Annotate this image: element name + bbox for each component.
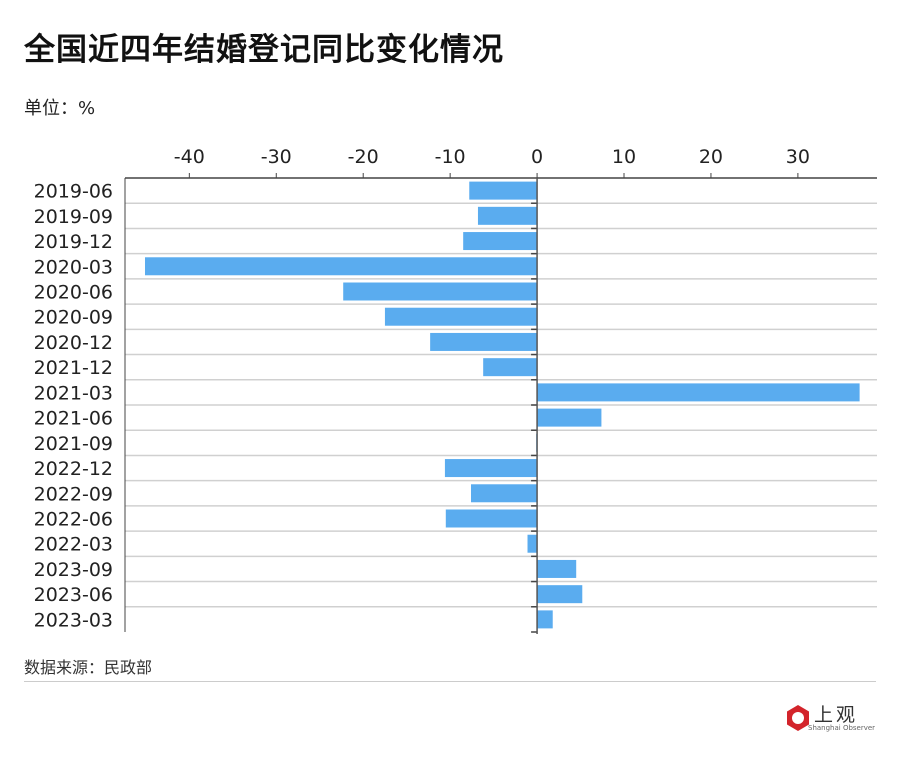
hexagon-logo-icon <box>787 705 809 731</box>
x-tick-label: 0 <box>531 146 543 168</box>
bar-2021-06 <box>537 408 602 427</box>
unit-label: 单位：% <box>24 98 96 119</box>
x-tick-label: 30 <box>786 146 810 168</box>
source-note: 数据来源：民政部 <box>24 658 153 677</box>
bar-2022-03 <box>527 534 538 553</box>
bar-2019-12 <box>463 232 538 251</box>
x-tick-label: 10 <box>612 146 636 168</box>
bar-2020-06 <box>343 282 538 301</box>
category-label: 2019-06 <box>34 181 113 203</box>
bar-2019-06 <box>469 181 538 200</box>
bar-2020-09 <box>384 307 538 326</box>
category-label: 2019-09 <box>34 206 113 228</box>
divider <box>24 681 876 682</box>
category-label: 2023-09 <box>34 559 113 581</box>
category-label: 2022-09 <box>34 483 113 505</box>
logo-subtext: Shanghai Observer <box>808 724 876 732</box>
bar-2020-03 <box>144 257 538 276</box>
bar-2023-09 <box>537 559 577 578</box>
category-label: 2019-12 <box>34 231 113 253</box>
x-tick-label: -40 <box>174 146 205 168</box>
shanghai-observer-logo: 上观 Shanghai Observer <box>784 700 884 740</box>
category-label: 2022-03 <box>34 534 113 556</box>
bar-2021-12 <box>483 358 538 377</box>
bar-2019-09 <box>477 206 538 225</box>
category-label: 2021-03 <box>34 382 113 404</box>
bar-2022-09 <box>471 484 538 503</box>
chart-title: 全国近四年结婚登记同比变化情况 <box>24 32 504 68</box>
bar-2021-03 <box>537 383 860 402</box>
category-label: 2020-06 <box>34 282 113 304</box>
category-label: 2022-06 <box>34 509 113 531</box>
bar-2023-06 <box>537 585 583 604</box>
category-label: 2020-12 <box>34 332 113 354</box>
logo-text: 上观 <box>814 704 859 726</box>
bar-2023-03 <box>537 610 553 629</box>
category-label: 2020-03 <box>34 256 113 278</box>
category-label: 2022-12 <box>34 458 113 480</box>
bar-2022-12 <box>444 459 538 478</box>
bar-2020-12 <box>430 332 538 351</box>
category-label: 2023-06 <box>34 584 113 606</box>
category-label: 2021-12 <box>34 357 113 379</box>
category-label: 2021-09 <box>34 433 113 455</box>
x-tick-label: -10 <box>435 146 466 168</box>
x-tick-label: -30 <box>261 146 292 168</box>
category-label: 2021-06 <box>34 408 113 430</box>
bar-2022-06 <box>445 509 538 528</box>
category-label: 2020-09 <box>34 307 113 329</box>
category-label: 2023-03 <box>34 609 113 631</box>
x-tick-label: 20 <box>699 146 723 168</box>
x-tick-label: -20 <box>348 146 379 168</box>
